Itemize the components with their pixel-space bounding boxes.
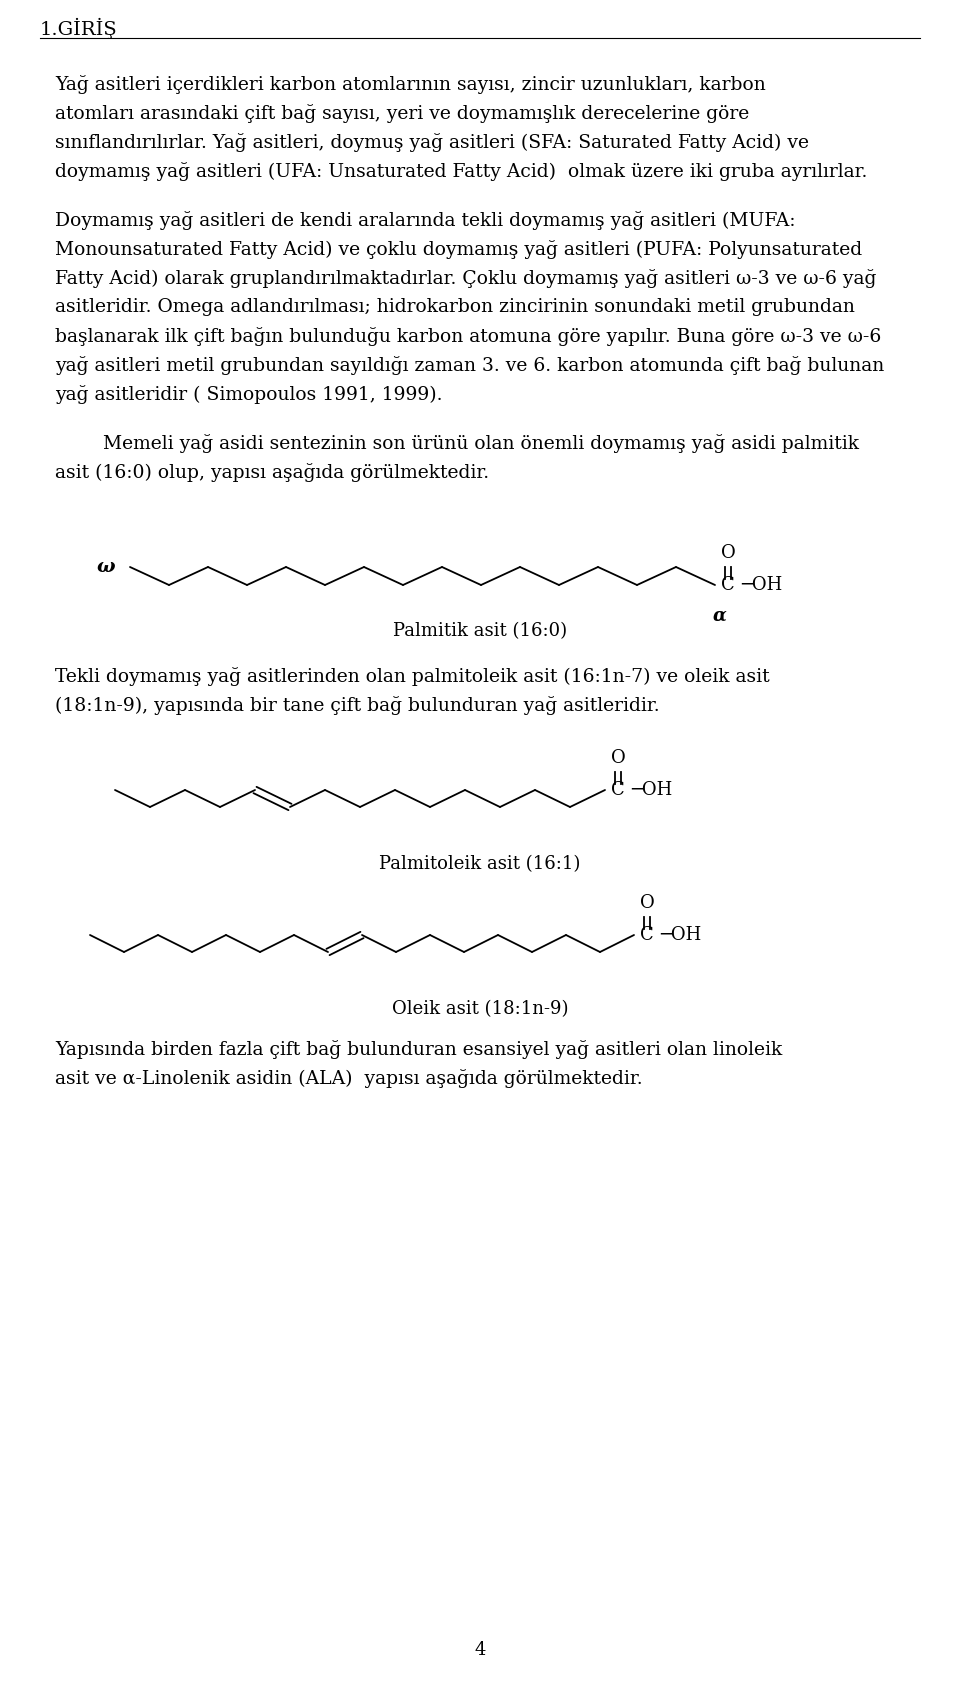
Text: (18:1n-9), yapısında bir tane çift bağ bulunduran yağ asitleridir.: (18:1n-9), yapısında bir tane çift bağ b… (55, 695, 660, 716)
Text: yağ asitleridir ( Simopoulos 1991, 1999).: yağ asitleridir ( Simopoulos 1991, 1999)… (55, 386, 443, 404)
Text: asit ve α-Linolenik asidin (ALA)  yapısı aşağıda görülmektedir.: asit ve α-Linolenik asidin (ALA) yapısı … (55, 1069, 642, 1088)
Text: Monounsaturated Fatty Acid) ve çoklu doymamış yağ asitleri (PUFA: Polyunsaturate: Monounsaturated Fatty Acid) ve çoklu doy… (55, 241, 862, 259)
Text: asitleridir. Omega adlandırılması; hidrokarbon zincirinin sonundaki metil grubun: asitleridir. Omega adlandırılması; hidro… (55, 298, 854, 317)
Text: başlanarak ilk çift bağın bulunduğu karbon atomuna göre yapılır. Buna göre ω-3 v: başlanarak ilk çift bağın bulunduğu karb… (55, 327, 881, 345)
Text: Palmitik asit (16:0): Palmitik asit (16:0) (393, 621, 567, 640)
Text: Oleik asit (18:1n-9): Oleik asit (18:1n-9) (392, 1000, 568, 1019)
Text: Palmitoleik asit (16:1): Palmitoleik asit (16:1) (379, 855, 581, 872)
Text: C: C (640, 926, 654, 945)
Text: 1.GİRİŞ: 1.GİRİŞ (40, 19, 118, 39)
Text: ─OH: ─OH (631, 781, 672, 798)
Text: α: α (713, 606, 727, 625)
Text: Fatty Acid) olarak gruplandırılmaktadırlar. Çoklu doymamış yağ asitleri ω-3 ve ω: Fatty Acid) olarak gruplandırılmaktadırl… (55, 269, 876, 288)
Text: asit (16:0) olup, yapısı aşağıda görülmektedir.: asit (16:0) olup, yapısı aşağıda görülme… (55, 463, 490, 482)
Text: sınıflandırılırlar. Yağ asitleri, doymuş yağ asitleri (SFA: Saturated Fatty Acid: sınıflandırılırlar. Yağ asitleri, doymuş… (55, 133, 809, 152)
Text: C: C (721, 576, 734, 594)
Text: 4: 4 (474, 1640, 486, 1659)
Text: doymamış yağ asitleri (UFA: Unsaturated Fatty Acid)  olmak üzere iki gruba ayrıl: doymamış yağ asitleri (UFA: Unsaturated … (55, 162, 868, 180)
Text: ω: ω (96, 557, 115, 576)
Text: Doymamış yağ asitleri de kendi aralarında tekli doymamış yağ asitleri (MUFA:: Doymamış yağ asitleri de kendi aralarınd… (55, 210, 796, 231)
Text: O: O (639, 894, 655, 913)
Text: Yağ asitleri içerdikleri karbon atomlarının sayısı, zincir uzunlukları, karbon: Yağ asitleri içerdikleri karbon atomları… (55, 76, 766, 94)
Text: O: O (721, 544, 735, 562)
Text: Yapısında birden fazla çift bağ bulunduran esansiyel yağ asitleri olan linoleik: Yapısında birden fazla çift bağ bulundur… (55, 1041, 782, 1059)
Text: atomları arasındaki çift bağ sayısı, yeri ve doymamışlık derecelerine göre: atomları arasındaki çift bağ sayısı, yer… (55, 104, 749, 123)
Text: ─OH: ─OH (741, 576, 782, 594)
Text: yağ asitleri metil grubundan sayıldığı zaman 3. ve 6. karbon atomunda çift bağ b: yağ asitleri metil grubundan sayıldığı z… (55, 355, 884, 376)
Text: Memeli yağ asidi sentezinin son ürünü olan önemli doymamış yağ asidi palmitik: Memeli yağ asidi sentezinin son ürünü ol… (55, 434, 859, 453)
Text: ─OH: ─OH (660, 926, 701, 945)
Text: C: C (612, 781, 625, 798)
Text: Tekli doymamış yağ asitlerinden olan palmitoleik asit (16:1n-7) ve oleik asit: Tekli doymamış yağ asitlerinden olan pal… (55, 667, 770, 685)
Text: O: O (611, 749, 625, 766)
